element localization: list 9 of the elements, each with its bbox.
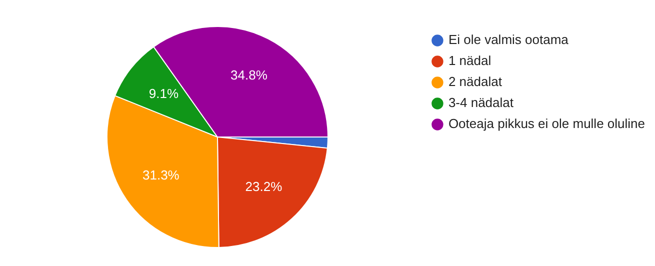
legend-label: 2 nädalat [448, 74, 502, 90]
legend-label: Ooteaja pikkus ei ole mulle oluline [448, 116, 646, 132]
data-label: 9.1% [148, 86, 179, 102]
data-label: 23.2% [245, 179, 283, 194]
data-label: 31.3% [142, 167, 180, 182]
legend-label: Ei ole valmis ootama [448, 32, 570, 48]
legend-label: 3-4 nädalat [448, 95, 514, 110]
legend-label: 1 nädal [448, 53, 492, 68]
data-label: 34.8% [230, 68, 268, 83]
